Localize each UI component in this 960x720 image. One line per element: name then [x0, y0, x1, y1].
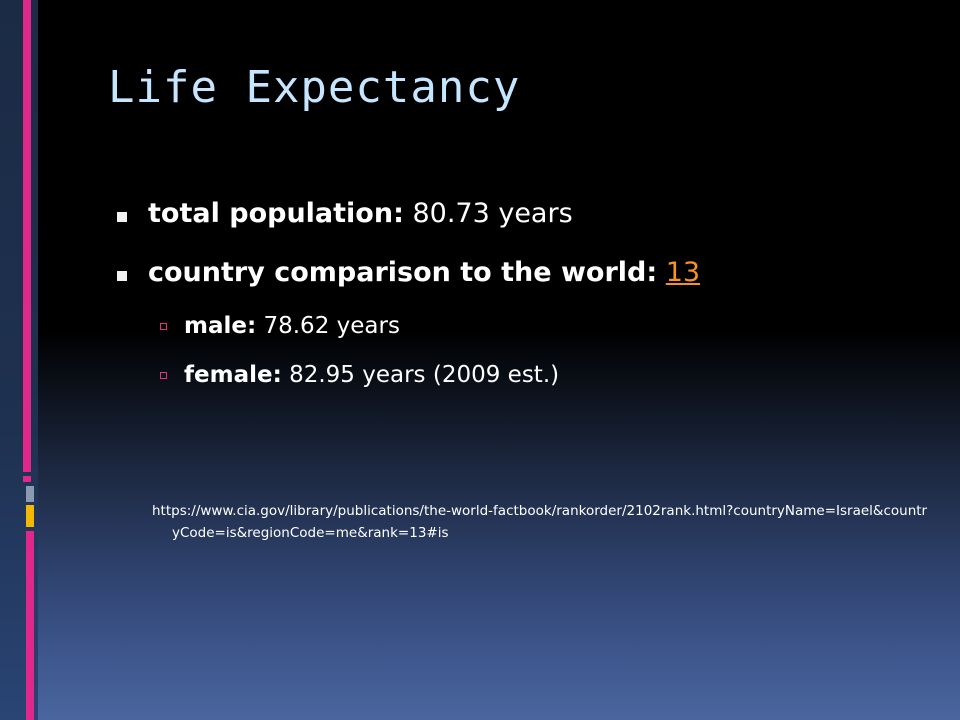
- left-accent-bars: [23, 0, 34, 720]
- grey-bar: [26, 486, 34, 502]
- sub-bullet-female: female: 82.95 years (2009 est.): [184, 362, 559, 388]
- pink-bar-bottom: [26, 531, 34, 720]
- sub-bullet-male: male: 78.62 years: [184, 313, 400, 339]
- sub-bullet-label: female:: [184, 362, 282, 388]
- bullet-label: country comparison to the world:: [148, 257, 658, 288]
- bullet-country-comparison: country comparison to the world: 13: [148, 257, 700, 288]
- bullet-marker: [117, 271, 127, 281]
- bullet-label: total population:: [148, 198, 404, 229]
- source-url: https://www.cia.gov/library/publications…: [152, 503, 928, 541]
- sub-bullet-value: 78.62 years: [256, 313, 400, 339]
- sub-bullet-marker: [160, 323, 167, 330]
- bullet-total-population: total population: 80.73 years: [148, 198, 573, 229]
- sub-bullet-value: 82.95 years (2009 est.): [281, 362, 560, 388]
- pink-bar-top: [23, 0, 31, 472]
- rank-link[interactable]: 13: [665, 257, 701, 288]
- sub-bullet-marker: [160, 372, 167, 379]
- yellow-bar: [26, 505, 34, 527]
- bullet-marker: [117, 212, 127, 222]
- slide-title: Life Expectancy: [108, 62, 521, 113]
- sub-bullet-label: male:: [184, 313, 257, 339]
- bullet-value: 80.73 years: [403, 198, 573, 229]
- pink-bar-small: [23, 476, 31, 482]
